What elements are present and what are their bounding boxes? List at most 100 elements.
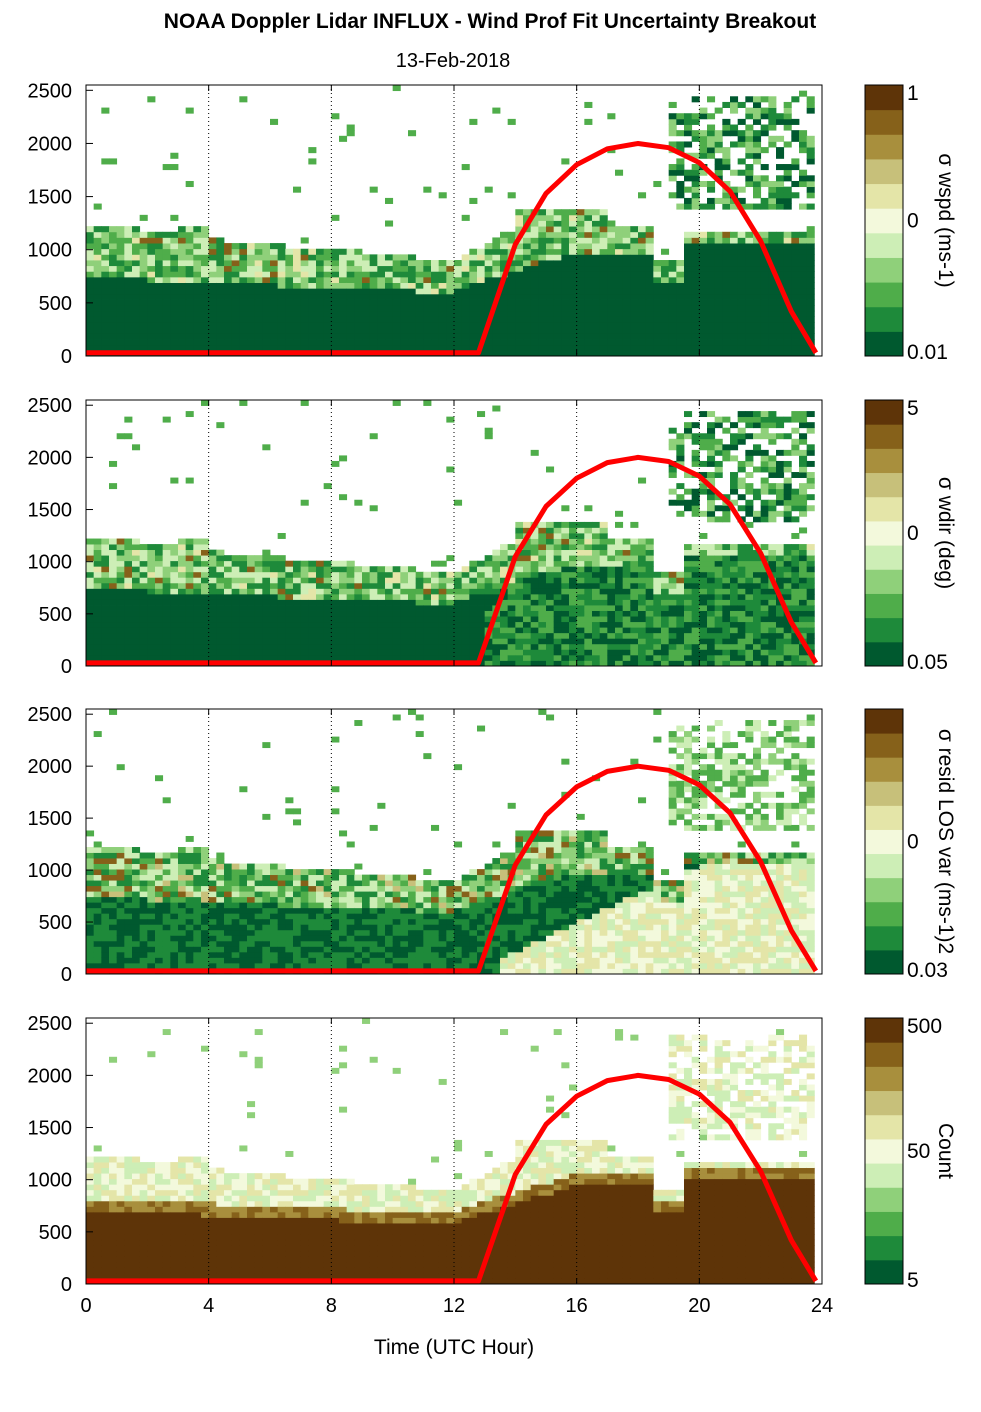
heatmap-cell	[239, 649, 248, 656]
heatmap-cell	[622, 538, 631, 545]
heatmap-cell	[615, 339, 624, 346]
heatmap-cell	[469, 316, 478, 323]
heatmap-cell	[155, 577, 164, 584]
heatmap-cell	[139, 940, 148, 947]
heatmap-cell	[139, 310, 148, 317]
heatmap-cell	[691, 293, 700, 300]
heatmap-cell	[546, 271, 555, 278]
heatmap-cell	[699, 350, 708, 357]
heatmap-cell	[155, 555, 164, 562]
heatmap-cell	[776, 260, 785, 267]
heatmap-cell	[93, 918, 102, 925]
heatmap-cell	[753, 254, 762, 261]
heatmap-cell	[461, 333, 470, 340]
heatmap-cell	[753, 158, 762, 165]
heatmap-cell	[162, 885, 171, 892]
heatmap-cell	[400, 322, 409, 329]
heatmap-cell	[676, 621, 685, 628]
heatmap-cell	[676, 582, 685, 589]
heatmap-cell	[584, 305, 593, 312]
heatmap-cell	[362, 632, 371, 639]
heatmap-cell	[806, 265, 815, 272]
heatmap-cell	[753, 271, 762, 278]
heatmap-cell	[185, 322, 194, 329]
heatmap-cell	[178, 907, 187, 914]
heatmap-cell	[783, 483, 792, 490]
heatmap-cell	[714, 449, 723, 456]
heatmap-cell	[507, 582, 516, 589]
heatmap-cell	[515, 276, 524, 284]
heatmap-cell	[132, 593, 141, 600]
heatmap-cell	[231, 638, 240, 645]
heatmap-cell	[760, 605, 769, 611]
heatmap-cell	[737, 260, 746, 267]
heatmap-cell	[346, 248, 355, 255]
heatmap-cell	[699, 460, 708, 467]
heatmap-cell	[438, 577, 447, 584]
heatmap-cell	[691, 316, 700, 323]
heatmap-cell	[93, 643, 102, 650]
heatmap-cell	[791, 588, 800, 595]
heatmap-cell	[599, 271, 608, 278]
heatmap-cell	[239, 96, 248, 103]
heatmap-cell	[132, 654, 141, 661]
heatmap-cell	[500, 288, 509, 295]
heatmap-cell	[630, 288, 639, 295]
heatmap-cell	[691, 152, 700, 159]
heatmap-cell	[162, 282, 171, 289]
heatmap-cell	[753, 180, 762, 188]
heatmap-cell	[638, 243, 647, 250]
heatmap-cell	[799, 560, 808, 567]
heatmap-cell	[768, 588, 777, 595]
heatmap-cell	[354, 293, 363, 300]
heatmap-cell	[139, 885, 148, 892]
heatmap-cell	[753, 610, 762, 617]
heatmap-cell	[162, 305, 171, 312]
heatmap-cell	[193, 577, 202, 584]
heatmap-cell	[316, 560, 325, 567]
heatmap-cell	[523, 627, 532, 634]
heatmap-cell	[783, 231, 792, 238]
heatmap-cell	[615, 610, 624, 617]
heatmap-cell	[645, 621, 654, 628]
heatmap-cell	[408, 605, 417, 611]
colorbar-segment	[865, 569, 903, 594]
heatmap-cell	[469, 293, 478, 300]
heatmap-cell	[185, 940, 194, 947]
heatmap-cell	[400, 610, 409, 617]
heatmap-cell	[308, 158, 317, 165]
heatmap-cell	[668, 616, 677, 623]
heatmap-cell	[699, 169, 708, 176]
heatmap-cell	[262, 649, 271, 656]
heatmap-cell	[730, 237, 739, 244]
heatmap-cell	[101, 344, 110, 351]
heatmap-cell	[799, 488, 808, 495]
heatmap-cell	[362, 293, 371, 300]
heatmap-cell	[423, 571, 432, 578]
heatmap-cell	[438, 288, 447, 295]
heatmap-cell	[707, 560, 716, 567]
heatmap-cell	[638, 566, 647, 573]
heatmap-cell	[684, 130, 693, 137]
heatmap-cell	[354, 621, 363, 628]
heatmap-cell	[638, 260, 647, 267]
heatmap-cell	[799, 203, 808, 210]
heatmap-cell	[776, 344, 785, 351]
heatmap-cell	[86, 907, 95, 914]
heatmap-cell	[277, 305, 286, 312]
heatmap-cell	[431, 293, 440, 300]
heatmap-cell	[630, 654, 639, 661]
heatmap-cell	[538, 288, 547, 295]
heatmap-cell	[584, 577, 593, 584]
heatmap-cell	[676, 158, 685, 165]
heatmap-cell	[645, 555, 654, 562]
heatmap-cell	[806, 248, 815, 255]
heatmap-cell	[400, 305, 409, 312]
heatmap-cell	[323, 566, 332, 573]
heatmap-cell	[392, 344, 401, 351]
heatmap-cell	[806, 505, 815, 512]
heatmap-cell	[645, 649, 654, 656]
colorbar-segment	[865, 85, 903, 111]
heatmap-cell	[377, 344, 386, 351]
heatmap-cell	[139, 869, 148, 876]
